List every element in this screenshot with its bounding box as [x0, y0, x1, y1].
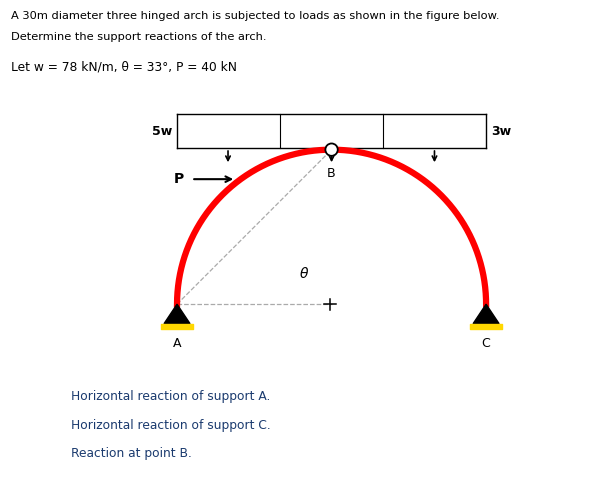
Text: 5w: 5w — [152, 124, 173, 138]
Text: C: C — [482, 337, 491, 350]
Circle shape — [325, 143, 338, 156]
Text: Horizontal reaction of support A.: Horizontal reaction of support A. — [71, 390, 270, 404]
Text: A 30m diameter three hinged arch is subjected to loads as shown in the figure be: A 30m diameter three hinged arch is subj… — [11, 11, 500, 20]
Text: A: A — [173, 337, 181, 350]
Text: $\theta$: $\theta$ — [298, 266, 309, 281]
Text: B: B — [327, 166, 336, 180]
Text: Let w = 78 kN/m, θ = 33°, P = 40 kN: Let w = 78 kN/m, θ = 33°, P = 40 kN — [11, 61, 237, 74]
Text: Horizontal reaction of support C.: Horizontal reaction of support C. — [71, 419, 270, 432]
Polygon shape — [164, 304, 190, 324]
Text: 3w: 3w — [491, 124, 511, 138]
Polygon shape — [473, 304, 499, 324]
Text: Reaction at point B.: Reaction at point B. — [71, 447, 192, 460]
Text: Determine the support reactions of the arch.: Determine the support reactions of the a… — [11, 32, 266, 41]
Text: P: P — [173, 172, 184, 186]
